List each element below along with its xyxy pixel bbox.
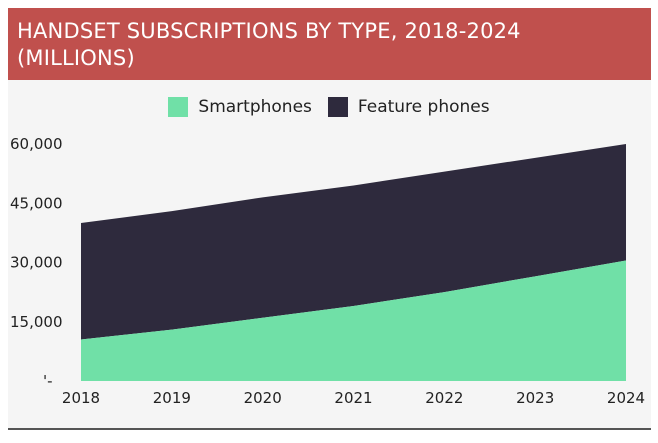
y-tick-label: 45,000 xyxy=(10,194,63,212)
area-series-feature-phones xyxy=(81,144,626,340)
chart-title: HANDSET SUBSCRIPTIONS BY TYPE, 2018-2024… xyxy=(17,18,637,72)
legend-item-smartphones: Smartphones xyxy=(168,97,312,117)
x-tick-label: 2023 xyxy=(516,389,554,407)
y-tick-label: 60,000 xyxy=(10,135,63,153)
chart-title-bar: HANDSET SUBSCRIPTIONS BY TYPE, 2018-2024… xyxy=(8,8,651,80)
y-tick-label: 15,000 xyxy=(10,313,63,331)
x-tick-label: 2024 xyxy=(607,389,645,407)
x-tick-label: 2019 xyxy=(153,389,191,407)
area-series-smartphones xyxy=(81,260,626,381)
legend-swatch-smartphones xyxy=(168,97,189,117)
chart-title-line-2: (MILLIONS) xyxy=(17,46,135,70)
x-tick-label: 2018 xyxy=(62,389,100,407)
legend-item-feature-phones: Feature phones xyxy=(327,97,490,117)
legend-label-feature-phones: Feature phones xyxy=(357,97,490,117)
chart-legend: Smartphones Feature phones xyxy=(0,97,658,117)
x-tick-label: 2022 xyxy=(425,389,463,407)
legend-label-smartphones: Smartphones xyxy=(198,97,312,117)
chart-title-line-1: HANDSET SUBSCRIPTIONS BY TYPE, 2018-2024 xyxy=(17,19,521,43)
legend-swatch-feature-phones xyxy=(327,97,348,117)
x-tick-label: 2021 xyxy=(334,389,372,407)
bottom-divider xyxy=(8,428,651,430)
y-tick-label: '- xyxy=(43,372,53,390)
y-tick-label: 30,000 xyxy=(10,254,63,272)
x-tick-label: 2020 xyxy=(244,389,282,407)
